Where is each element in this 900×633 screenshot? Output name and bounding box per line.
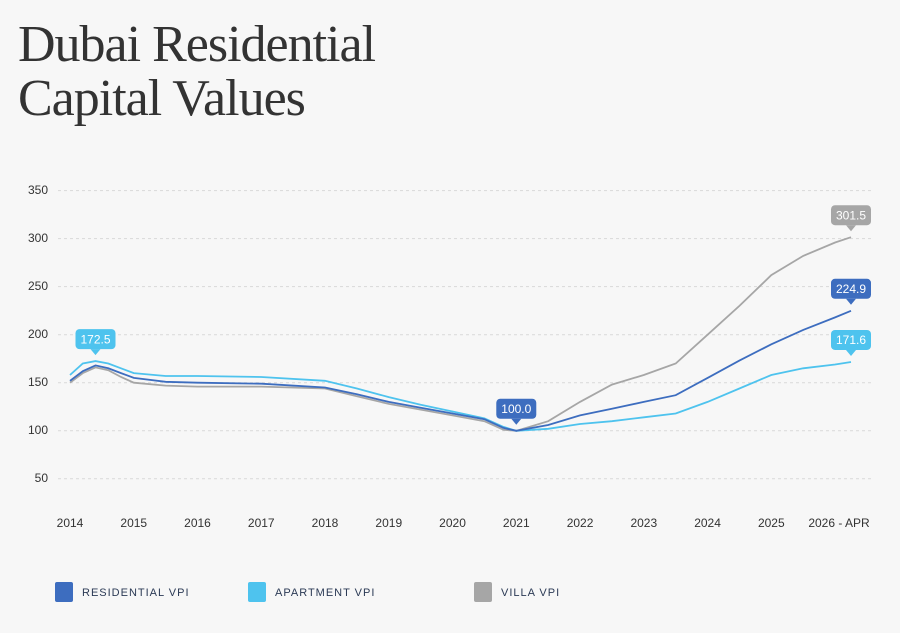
callout: 100.0 [496,398,537,425]
x-tick-label: 2021 [503,516,530,530]
callout: 301.5 [831,205,871,232]
callout: 224.9 [831,278,871,305]
legend-item: RESIDENTIAL VPI [55,582,190,602]
x-tick-label: 2014 [57,516,84,530]
callout: 172.5 [75,329,116,356]
callout-box [496,398,537,419]
x-tick-label: 2023 [630,516,657,530]
callout-box [75,329,116,350]
callout-pointer [511,418,522,425]
data-label: 171.6 [836,333,866,347]
callout-pointer [846,298,856,305]
legend-label: APARTMENT VPI [275,587,375,599]
legend-label: VILLA VPI [501,587,560,599]
data-label: 224.9 [836,282,866,296]
callout-box [831,329,871,350]
legend-swatch [474,582,492,602]
x-tick-label: 2026 - APR [808,516,870,530]
x-tick-label: 2016 [184,516,211,530]
legend-swatch [55,582,73,602]
callout-pointer [846,225,856,232]
legend-item: APARTMENT VPI [248,582,375,602]
callout-pointer [90,349,101,356]
x-tick-label: 2022 [567,516,594,530]
x-tick-label: 2019 [375,516,402,530]
callout-pointer [846,349,856,356]
x-tick-label: 2017 [248,516,275,530]
y-tick-label: 150 [28,375,48,389]
x-tick-label: 2018 [312,516,339,530]
callout-box [831,205,871,226]
legend-label: RESIDENTIAL VPI [82,587,190,599]
legend-item: VILLA VPI [474,582,560,602]
series-line [69,360,852,432]
callout-box [831,278,871,299]
y-tick-label: 200 [28,327,48,341]
y-tick-label: 300 [28,231,48,245]
y-tick-label: 50 [35,471,49,485]
x-tick-label: 2025 [758,516,785,530]
y-tick-label: 250 [28,279,48,293]
y-tick-label: 100 [28,423,48,437]
data-label: 100.0 [501,402,531,416]
data-label: 172.5 [80,332,110,346]
legend-swatch [248,582,266,602]
x-tick-label: 2020 [439,516,466,530]
x-tick-label: 2015 [120,516,147,530]
callout: 171.6 [831,329,871,356]
series-line [69,236,852,432]
y-tick-label: 350 [28,183,48,197]
chart-title: Dubai Residential Capital Values [18,16,376,127]
series-line [69,309,852,432]
x-tick-label: 2024 [694,516,721,530]
data-label: 301.5 [836,208,866,222]
